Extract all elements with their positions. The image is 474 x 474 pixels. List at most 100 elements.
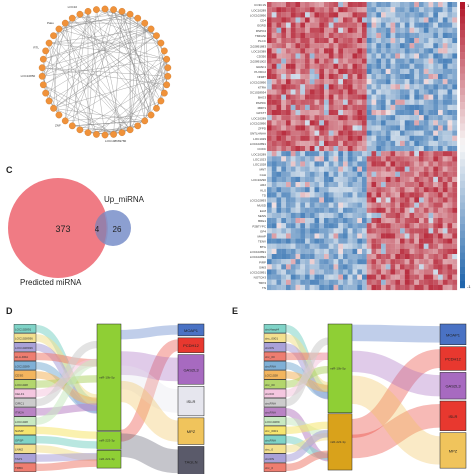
heatmap-cell	[385, 259, 391, 265]
heatmap-cell	[366, 151, 372, 157]
heatmap-cell	[305, 104, 310, 111]
heatmap-cell	[328, 12, 334, 18]
heatmap-cell	[381, 125, 386, 131]
heatmap-cell	[276, 74, 282, 80]
heatmap-cell	[376, 197, 382, 203]
sankey-target-node	[439, 346, 467, 371]
heatmap-cell	[357, 269, 363, 275]
heatmap-cell	[267, 259, 272, 265]
heatmap-cell	[409, 63, 415, 69]
heatmap-row-label: TRP4	[258, 281, 266, 285]
heatmap-cell	[409, 197, 415, 203]
heatmap-cell	[362, 176, 367, 183]
heatmap-cell	[438, 120, 443, 126]
heatmap-cell	[309, 197, 315, 203]
heatmap-cell	[452, 218, 458, 224]
heatmap-cell	[395, 243, 401, 249]
heatmap-cell	[409, 53, 415, 59]
heatmap-cell	[442, 274, 448, 280]
heatmap-cell	[366, 115, 372, 121]
heatmap-cell	[343, 110, 348, 116]
heatmap-cell	[423, 120, 429, 126]
heatmap-cell	[338, 7, 344, 13]
heatmap-cell	[390, 202, 396, 208]
heatmap-cell	[324, 212, 329, 219]
heatmap-cell	[271, 12, 277, 18]
heatmap-cell	[371, 254, 377, 260]
heatmap-cell	[328, 17, 334, 23]
heatmap-cell	[271, 94, 277, 100]
heatmap-cell	[300, 279, 306, 285]
heatmap-cell	[290, 243, 296, 249]
heatmap-cell	[409, 223, 415, 229]
heatmap-cell	[286, 43, 291, 49]
heatmap-row-label: NOTCH3	[254, 276, 267, 280]
heatmap-cell	[419, 17, 424, 23]
heatmap-cell	[362, 120, 367, 126]
heatmap-cell	[300, 104, 306, 111]
heatmap-cell	[324, 161, 329, 167]
network-edge	[42, 59, 167, 77]
heatmap-cell	[409, 99, 415, 105]
heatmap-cell	[305, 218, 310, 224]
heatmap-cell	[319, 274, 325, 280]
heatmap-cell	[442, 228, 448, 234]
heatmap-cell	[347, 146, 353, 152]
heatmap-cell	[447, 269, 453, 275]
heatmap-cell	[333, 264, 339, 270]
heatmap-cell	[271, 7, 277, 13]
heatmap-cell	[300, 12, 306, 18]
heatmap-cell	[314, 248, 320, 255]
heatmap-cell	[295, 17, 301, 23]
heatmap-cell	[333, 43, 339, 49]
heatmap-cell	[366, 233, 372, 239]
heatmap-cell	[385, 48, 391, 54]
heatmap-cell	[400, 243, 405, 249]
heatmap-cell	[343, 151, 348, 157]
heatmap-cell	[267, 233, 272, 239]
heatmap-cell	[357, 279, 363, 285]
heatmap-cell	[414, 58, 420, 64]
heatmap-cell	[376, 74, 382, 80]
sankey-flow-target	[119, 365, 180, 413]
network-node	[101, 131, 109, 139]
heatmap-cell	[447, 228, 453, 234]
heatmap-cell	[281, 58, 287, 64]
colorbar-step	[460, 166, 465, 174]
colorbar-step	[460, 237, 465, 246]
heatmap-cell	[438, 197, 443, 203]
heatmap-cell	[438, 43, 443, 49]
network-edge	[65, 14, 131, 121]
heatmap-cell	[290, 279, 296, 285]
heatmap-cell	[352, 22, 358, 28]
heatmap-cell	[314, 130, 320, 136]
heatmap-cell	[271, 248, 277, 255]
heatmap-cell	[362, 146, 367, 152]
heatmap-cell	[400, 233, 405, 239]
network-node	[141, 19, 149, 27]
heatmap-cell	[309, 192, 315, 198]
heatmap-cell	[433, 192, 439, 198]
heatmap-cell	[281, 79, 287, 85]
heatmap-cell	[419, 218, 424, 224]
heatmap-cell	[414, 207, 420, 213]
heatmap-cell	[428, 130, 434, 136]
heatmap-cell	[328, 243, 334, 249]
heatmap-cell	[352, 38, 358, 44]
heatmap-cell	[286, 176, 291, 183]
heatmap-cell	[442, 125, 448, 131]
network-node	[38, 72, 46, 80]
sankey-source-label: TAP1	[15, 457, 23, 461]
heatmap-cell	[385, 156, 391, 162]
heatmap-cell	[309, 218, 315, 224]
heatmap-cell	[381, 48, 386, 54]
heatmap-cell	[409, 192, 415, 198]
heatmap-cell	[371, 151, 377, 157]
heatmap-cell	[385, 176, 391, 183]
heatmap-cell	[404, 171, 410, 177]
heatmap-cell	[319, 166, 325, 172]
heatmap-cell	[333, 156, 339, 162]
heatmap-cell	[409, 115, 415, 121]
heatmap-cell	[385, 202, 391, 208]
heatmap-cell	[371, 22, 377, 28]
